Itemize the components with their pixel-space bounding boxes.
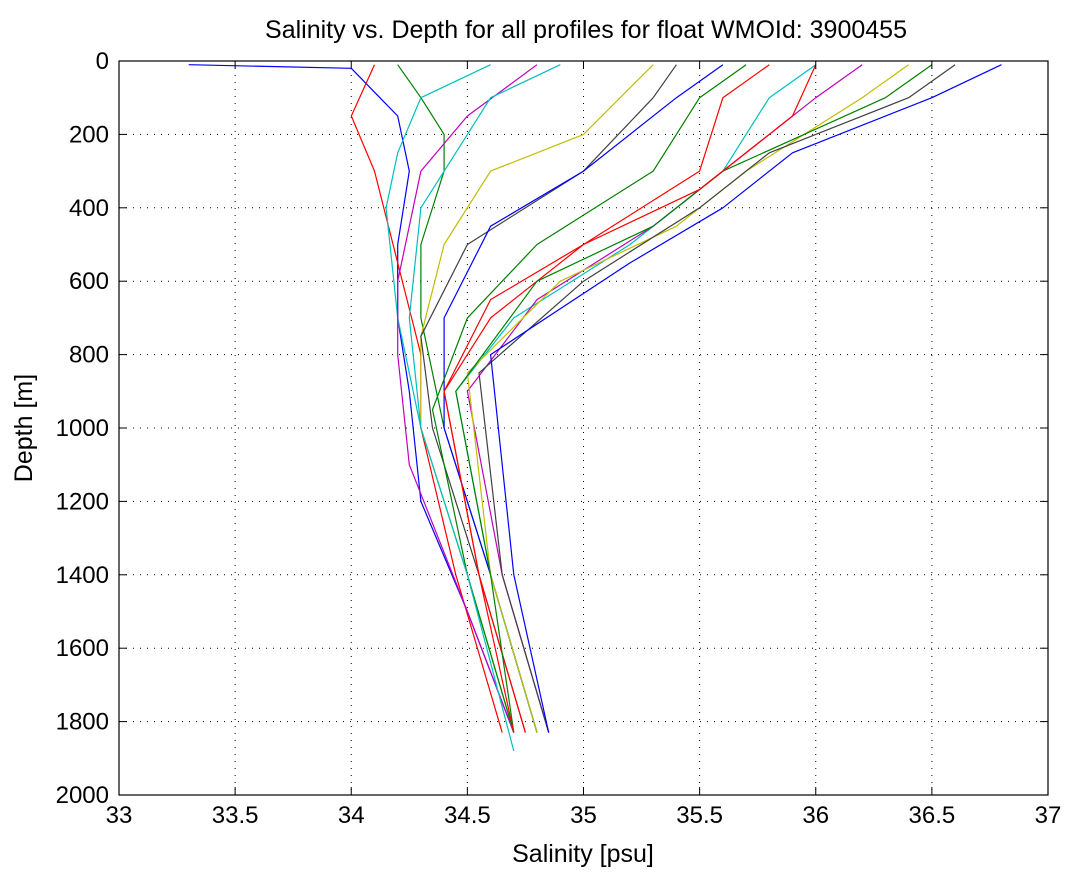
y-tick-label: 1200	[56, 488, 109, 515]
y-tick-label: 800	[69, 342, 109, 369]
grid-lines	[119, 61, 1048, 795]
y-tick-label: 600	[69, 268, 109, 295]
x-tick-label: 36	[802, 802, 829, 829]
profile-line	[350, 64, 503, 733]
y-tick-label: 0	[96, 48, 109, 75]
profile-line	[431, 64, 747, 733]
y-tick-label: 1600	[56, 635, 109, 662]
y-axis-label: Depth [m]	[10, 374, 38, 482]
x-axis-label: Salinity [psu]	[512, 840, 654, 868]
profile-line	[397, 64, 538, 733]
x-tick-label: 33	[106, 802, 133, 829]
x-tick-label: 35	[570, 802, 597, 829]
x-tick-label: 37	[1035, 802, 1062, 829]
profile-line	[408, 64, 561, 752]
y-tick-label: 400	[69, 195, 109, 222]
y-tick-label: 2000	[56, 782, 109, 809]
profile-line	[478, 64, 956, 733]
profile-line	[490, 64, 1002, 733]
profile-line	[466, 64, 909, 733]
x-tick-label: 34.5	[444, 802, 491, 829]
profile-line	[443, 64, 817, 733]
tick-labels: 33 33.5 34 34.5 35 35.5 36 36.5 37 0 200 400 600 800 1…	[56, 48, 1062, 829]
y-tick-label: 1400	[56, 562, 109, 589]
chart-title: Salinity vs. Depth for all profiles for …	[265, 16, 907, 44]
x-tick-label: 36.5	[909, 802, 956, 829]
x-tick-label: 35.5	[676, 802, 723, 829]
x-tick-label: 33.5	[212, 802, 259, 829]
x-tick-label: 34	[338, 802, 365, 829]
profile-line	[443, 64, 724, 733]
series-layer	[188, 64, 1002, 752]
profile-line	[466, 64, 863, 733]
y-tick-label: 200	[69, 121, 109, 148]
profile-line	[455, 64, 933, 733]
y-tick-label: 1800	[56, 709, 109, 736]
tick-marks	[118, 60, 1049, 796]
profile-line	[420, 64, 677, 733]
y-tick-label: 1000	[56, 415, 109, 442]
